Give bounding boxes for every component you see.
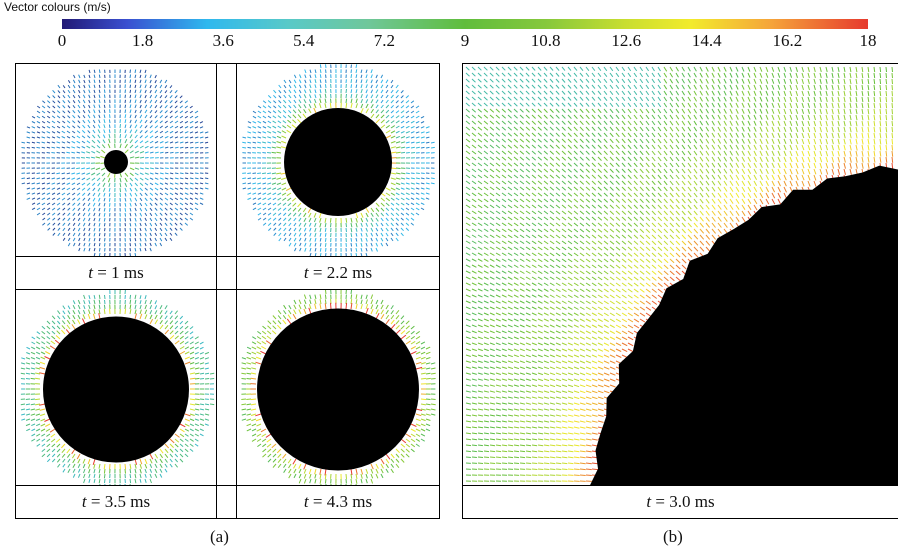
colorbar-gradient: [62, 19, 868, 29]
caption-b: (b): [663, 527, 683, 546]
frame-a-bottom: [15, 518, 440, 519]
piv-image-3: [20, 290, 215, 485]
colorbar-title: Vector colours (m/s): [4, 0, 111, 14]
time-label-1: t = 1 ms: [88, 263, 144, 282]
frame-a-right: [439, 63, 440, 519]
frame-a-top: [15, 63, 440, 64]
time-label-2: t = 2.2 ms: [303, 263, 373, 282]
colorbar-tick-label: 10.8: [530, 31, 561, 50]
colorbar-tick-label: 5.4: [293, 31, 315, 50]
bubble-shape: [43, 316, 189, 463]
bubble-shape: [104, 150, 128, 174]
colorbar-tick-label: 14.4: [691, 31, 722, 50]
frame-b-row-line: [462, 485, 898, 486]
frame-a-divider-2: [236, 63, 237, 519]
time-label-b: t = 3.0 ms: [646, 492, 715, 511]
colorbar-tick-label: 12.6: [611, 31, 642, 50]
piv-image-2: [242, 64, 435, 256]
time-label-3: t = 3.5 ms: [81, 492, 151, 511]
colorbar-tick-label: 9: [460, 31, 470, 50]
bubble-shape: [257, 308, 419, 471]
colorbar-tick-label: 7.2: [373, 31, 396, 50]
frame-b-top: [462, 63, 898, 64]
bubble-shape: [590, 64, 898, 485]
piv-image-1: [21, 69, 209, 256]
bubble-shape: [284, 108, 392, 216]
frame-a-row-line-2: [15, 289, 440, 290]
colorbar-tick-label: 3.6: [212, 31, 234, 50]
colorbar-tick-label: 1.8: [131, 31, 154, 50]
caption-a: (a): [210, 527, 229, 546]
time-label-4: t = 4.3 ms: [303, 492, 373, 511]
colorbar-tick-label: 18: [859, 31, 877, 50]
frame-a-divider-1: [216, 63, 217, 519]
frame-b-left: [462, 63, 463, 519]
piv-image-4: [241, 290, 436, 485]
frame-b-bottom: [462, 518, 898, 519]
frame-a-row-line-3: [15, 485, 440, 486]
piv-image-zoom: [465, 64, 898, 485]
colorbar-tick-label: 16.2: [772, 31, 803, 50]
colorbar-tick-label: 0: [57, 31, 67, 50]
frame-a-left: [15, 63, 16, 519]
frame-a-row-line-1: [15, 256, 440, 257]
